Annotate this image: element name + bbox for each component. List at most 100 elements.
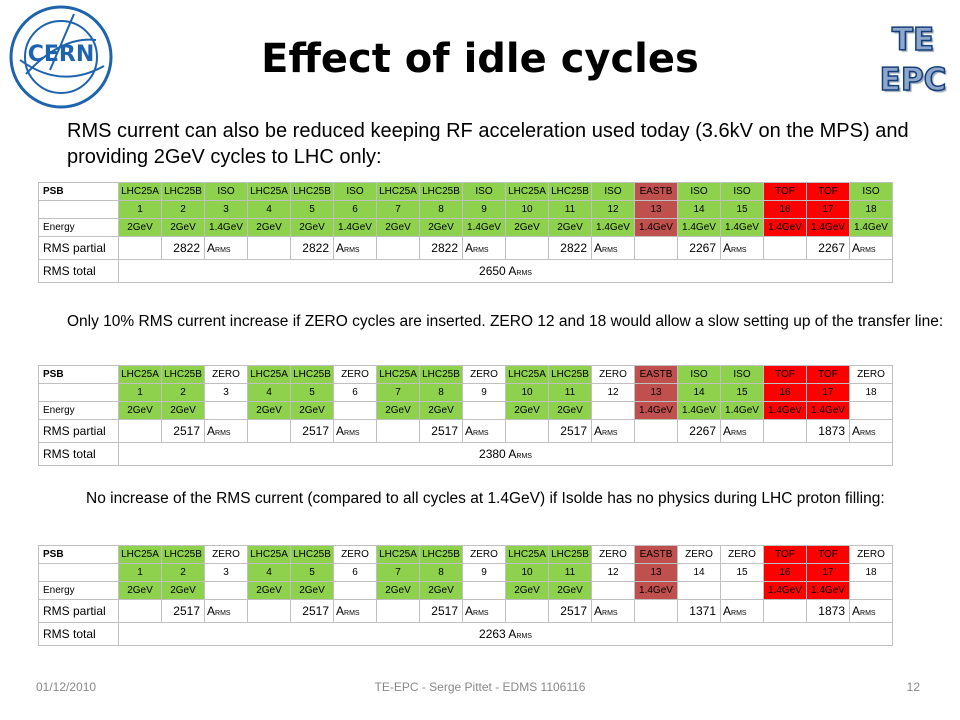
cycle-number-cell: 12 (591, 200, 635, 219)
rms-total-label: RMS total (38, 622, 119, 646)
rms-total-label: RMS total (38, 259, 119, 283)
cycle-number-cell: 10 (505, 563, 549, 582)
cycle-number-cell: 13 (634, 383, 678, 402)
rms-partial-spacer (634, 419, 678, 443)
cycle-name-cell: LHC25B (161, 182, 205, 201)
rms-unit: ARMS (333, 419, 377, 443)
rms-unit: ARMS (849, 236, 893, 260)
cycle-number-cell: 8 (419, 383, 463, 402)
cycle-energy-cell: 1.4GeV (806, 401, 850, 420)
rms-partial-spacer (505, 419, 549, 443)
cycle-name-cell: ISO (462, 182, 506, 201)
cycle-energy-cell: 1.4GeV (591, 218, 635, 237)
cycle-energy-cell: 1.4GeV (806, 218, 850, 237)
cycle-energy-cell: 2GeV (419, 218, 463, 237)
cycle-table-current: PSB LHC25A LHC25B ISO LHC25A LHC25B ISO LHC25A… (38, 182, 893, 283)
cycle-name-cell: ISO (204, 182, 248, 201)
cycle-name-cell: LHC25B (290, 545, 334, 564)
rms-partial-spacer (247, 236, 291, 260)
cycle-energy-cell: 2GeV (290, 401, 334, 420)
cycle-number-cell: 6 (333, 563, 377, 582)
rms-unit: ARMS (204, 419, 248, 443)
rms-partial-spacer (118, 236, 162, 260)
cycle-number-cell: 17 (806, 563, 850, 582)
cycle-energy-cell: 1.4GeV (634, 218, 678, 237)
cycle-energy-cell (204, 401, 248, 420)
rms-partial-spacer (247, 419, 291, 443)
rms-partial-value: 2517 (290, 419, 334, 443)
cycle-energy-cell: 1.4GeV (677, 401, 721, 420)
cycle-number-cell: 14 (677, 200, 721, 219)
cycle-number-cell: 18 (849, 563, 893, 582)
cycle-number-cell: 13 (634, 200, 678, 219)
cycle-name-cell: ZERO (204, 365, 248, 384)
cycle-name-cell: ZERO (204, 545, 248, 564)
cycle-name-cell: LHC25B (548, 182, 592, 201)
cycle-name-cell: EASTB (634, 182, 678, 201)
rms-partial-spacer (376, 599, 420, 623)
footer-page-number: 12 (906, 680, 920, 694)
cycle-name-cell: TOF (763, 182, 807, 201)
cycle-number-cell: 2 (161, 200, 205, 219)
no-isolde-paragraph: No increase of the RMS current (compared… (86, 490, 885, 507)
cycle-energy-cell: 2GeV (419, 401, 463, 420)
rms-partial-spacer (247, 599, 291, 623)
rms-partial-spacer (505, 236, 549, 260)
cycle-name-cell: LHC25B (161, 545, 205, 564)
cycle-energy-cell: 2GeV (505, 218, 549, 237)
rms-partial-spacer (763, 599, 807, 623)
rms-total-value: 2380 ARMS (118, 442, 893, 466)
cycle-number-cell: 17 (806, 383, 850, 402)
cycle-number-cell: 16 (763, 200, 807, 219)
cycle-number-cell: 11 (548, 200, 592, 219)
cycle-name-cell: LHC25A (376, 182, 420, 201)
cycle-number-cell: 18 (849, 383, 893, 402)
cycle-energy-cell: 2GeV (118, 581, 162, 600)
rms-partial-value: 2517 (548, 599, 592, 623)
zero-cycles-paragraph: Only 10% RMS current increase if ZERO cy… (67, 313, 944, 330)
cycle-number-cell: 16 (763, 563, 807, 582)
cycle-energy-cell: 2GeV (247, 218, 291, 237)
page-title: Effect of idle cycles (261, 36, 699, 82)
cycle-energy-cell: 2GeV (548, 581, 592, 600)
cycle-energy-cell: 2GeV (161, 401, 205, 420)
rms-partial-value: 2517 (161, 419, 205, 443)
cycle-energy-cell: 1.4GeV (720, 401, 764, 420)
rms-partial-value: 1371 (677, 599, 721, 623)
cycle-number-cell: 9 (462, 563, 506, 582)
cycle-number-cell: 10 (505, 200, 549, 219)
te-epc-line1: TE (891, 21, 935, 59)
cycle-name-cell: LHC25B (419, 182, 463, 201)
rms-partial-label: RMS partial (38, 236, 119, 260)
psb-label: PSB (38, 365, 119, 384)
cycle-name-cell: ZERO (720, 545, 764, 564)
cycle-number-cell: 4 (247, 200, 291, 219)
cycle-number-cell: 11 (548, 563, 592, 582)
cycle-energy-cell: 2GeV (376, 218, 420, 237)
cycle-name-cell: ZERO (591, 365, 635, 384)
te-epc-logo: TE EPC (868, 20, 958, 100)
cycle-name-cell: LHC25A (118, 365, 162, 384)
cycle-energy-cell: 2GeV (118, 218, 162, 237)
cycle-name-cell: ISO (333, 182, 377, 201)
cycle-energy-cell: 2GeV (419, 581, 463, 600)
intro-paragraph: RMS current can also be reduced keeping … (67, 120, 909, 168)
cycle-name-cell: LHC25A (505, 182, 549, 201)
cycle-number-cell: 6 (333, 200, 377, 219)
cycle-number-cell: 4 (247, 383, 291, 402)
cycle-name-cell: LHC25B (548, 365, 592, 384)
energy-label: Energy (38, 218, 119, 237)
cycle-energy-cell: 1.4GeV (763, 401, 807, 420)
cycle-number-cell: 12 (591, 563, 635, 582)
cycle-number-cell: 4 (247, 563, 291, 582)
cycle-number-cell: 9 (462, 200, 506, 219)
cycle-number-cell: 3 (204, 200, 248, 219)
cycle-energy-cell: 2GeV (247, 401, 291, 420)
cycle-energy-cell (591, 581, 635, 600)
cycle-number-cell: 10 (505, 383, 549, 402)
cycle-energy-cell: 2GeV (290, 581, 334, 600)
cycle-energy-cell: 1.4GeV (849, 218, 893, 237)
cycle-name-cell: LHC25B (419, 545, 463, 564)
cycle-name-cell: ZERO (462, 545, 506, 564)
cycle-energy-cell (462, 581, 506, 600)
